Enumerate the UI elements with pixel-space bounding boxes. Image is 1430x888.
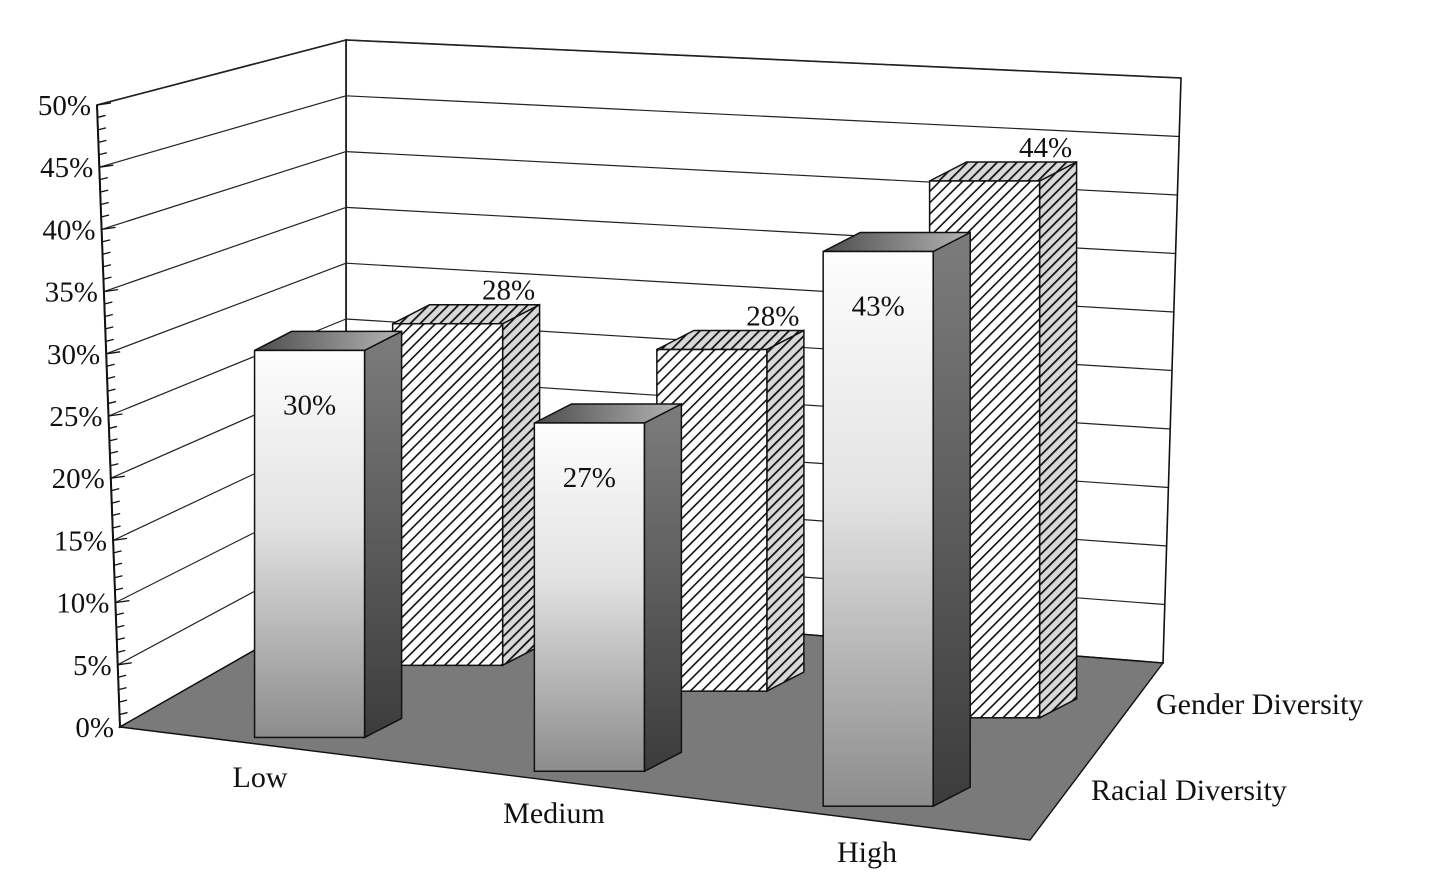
- y-tick-mark: [98, 152, 107, 156]
- gridline-back: [345, 95, 1180, 138]
- y-tick-mark: [99, 177, 108, 181]
- y-tick-mark: [100, 189, 109, 193]
- data-label-gender-diversity: 28%: [746, 301, 799, 333]
- y-tick-mark: [116, 637, 125, 641]
- y-tick-label: 20%: [52, 463, 105, 495]
- y-tick-label: 50%: [38, 90, 91, 122]
- y-tick-mark: [118, 699, 128, 703]
- y-tick-label: 10%: [56, 588, 109, 620]
- y-tick-mark: [106, 363, 115, 367]
- y-tick-mark: [105, 326, 114, 330]
- y-tick-mark: [114, 575, 123, 579]
- gridline-left: [96, 39, 347, 106]
- data-label-gender-diversity: 44%: [1019, 132, 1072, 164]
- y-tick-label: 30%: [47, 339, 100, 371]
- y-tick-mark: [100, 214, 110, 218]
- y-tick-mark: [113, 537, 128, 542]
- bar-racial-diversity-medium-front: [533, 422, 646, 773]
- y-tick-mark: [113, 550, 122, 554]
- gridline-left: [101, 151, 347, 230]
- y-tick-mark: [98, 139, 107, 143]
- y-tick-mark: [115, 599, 130, 604]
- y-tick-mark: [108, 413, 123, 417]
- y-tick-label: 5%: [73, 650, 112, 682]
- bar-racial-diversity-high-side: [932, 231, 971, 808]
- category-label: Medium: [503, 797, 605, 830]
- y-tick-label: 25%: [49, 401, 102, 433]
- y-tick-mark: [96, 102, 112, 106]
- y-tick-mark: [109, 450, 119, 454]
- gridline-back: [345, 39, 1182, 79]
- bar-gender-diversity-medium-side: [766, 329, 805, 693]
- y-tick-mark: [107, 400, 117, 405]
- y-tick-mark: [115, 612, 125, 616]
- bar-racial-diversity-high-front: [822, 250, 934, 807]
- y-tick-mark: [105, 338, 114, 342]
- y-tick-mark: [103, 288, 118, 293]
- y-tick-mark: [114, 587, 124, 591]
- y-tick-mark: [99, 164, 114, 168]
- y-tick-mark: [104, 313, 113, 318]
- data-label-racial-diversity: 43%: [852, 290, 905, 322]
- gridline-left: [105, 262, 347, 355]
- data-label-racial-diversity: 27%: [563, 462, 616, 494]
- y-tick-mark: [110, 475, 125, 479]
- y-tick-label: 35%: [45, 277, 98, 309]
- y-tick-mark: [117, 662, 132, 666]
- series-label-gender-diversity: Gender Diversity: [1156, 688, 1363, 721]
- bar-racial-diversity-low-side: [363, 330, 403, 739]
- data-label-gender-diversity: 28%: [482, 275, 535, 307]
- y-tick-mark: [102, 264, 112, 268]
- y-tick-mark: [112, 525, 121, 529]
- bar-racial-diversity-low-front: [253, 349, 366, 739]
- series-label-racial-diversity: Racial Diversity: [1091, 774, 1287, 807]
- category-label: High: [837, 836, 897, 869]
- y-tick-label: 0%: [75, 712, 114, 744]
- y-tick-label: 40%: [42, 214, 95, 246]
- y-tick-mark: [117, 649, 126, 653]
- y-tick-mark: [116, 624, 125, 629]
- y-tick-mark: [118, 687, 127, 691]
- bar-gender-diversity-high-side: [1038, 160, 1078, 720]
- y-tick-mark: [113, 562, 123, 566]
- gridline-left: [103, 206, 347, 293]
- y-tick-mark: [107, 388, 116, 392]
- bar-gender-diversity-low-front: [391, 322, 504, 667]
- y-tick-mark: [110, 463, 119, 467]
- bar-racial-diversity-medium-side: [643, 402, 683, 773]
- y-tick-mark: [108, 425, 118, 430]
- y-tick-mark: [104, 301, 113, 305]
- y-tick-mark: [119, 711, 128, 716]
- y-tick-mark: [100, 201, 109, 206]
- y-tick-mark: [103, 276, 112, 280]
- y-tick-mark: [106, 376, 116, 380]
- gridline-left: [99, 95, 347, 168]
- y-tick-mark: [101, 239, 111, 243]
- y-tick-label: 15%: [54, 525, 107, 557]
- y-tick-mark: [97, 114, 106, 119]
- data-label-racial-diversity: 30%: [283, 389, 336, 421]
- y-tick-mark: [97, 127, 107, 131]
- y-tick-mark: [118, 674, 127, 678]
- y-tick-mark: [112, 512, 121, 517]
- y-tick-mark: [109, 438, 118, 442]
- y-tick-label: 45%: [40, 152, 93, 184]
- y-tick-mark: [111, 500, 120, 504]
- y-tick-mark: [111, 488, 120, 492]
- category-label: Low: [233, 761, 288, 794]
- y-tick-mark: [102, 251, 111, 255]
- y-tick-mark: [106, 351, 121, 355]
- y-tick-mark: [101, 226, 116, 231]
